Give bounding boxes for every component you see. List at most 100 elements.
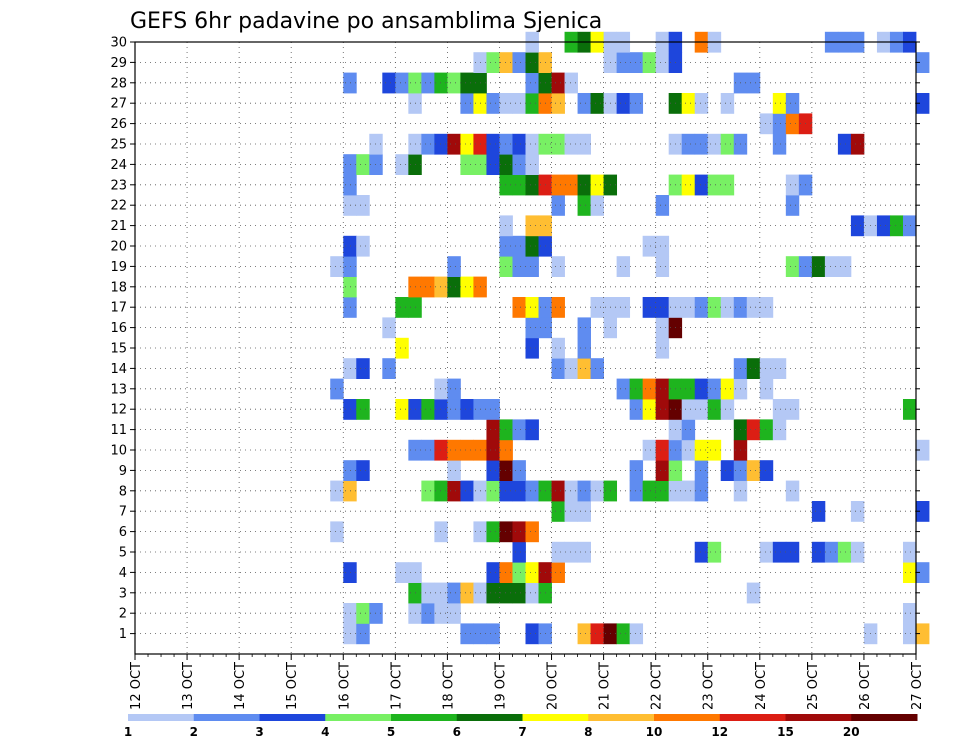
heatmap-cell [395, 562, 409, 583]
heatmap-cell [551, 480, 565, 502]
heatmap-cell [759, 541, 774, 563]
heatmap-cell [629, 399, 644, 420]
heatmap-cell [356, 154, 370, 175]
y-tick-label: 1 [119, 627, 127, 642]
y-tick-label: 19 [110, 260, 127, 275]
color-legend: 1 2 3 4 5 6 7 8 10 12 15 20 [124, 714, 918, 739]
heatmap-cell [577, 133, 591, 155]
heatmap-cell [421, 133, 435, 155]
x-tick-label: 19 OCT [493, 662, 508, 710]
heatmap-cell [916, 93, 930, 114]
heatmap-cell [642, 378, 657, 400]
heatmap-cell [759, 419, 774, 441]
heatmap-cell [811, 541, 826, 563]
heatmap-cell [655, 460, 670, 481]
legend-label: 20 [843, 725, 860, 739]
heatmap-cell [902, 603, 917, 624]
heatmap-cell [525, 297, 539, 318]
heatmap-cell [356, 195, 370, 216]
heatmap-cell [525, 256, 539, 277]
heatmap-cell [512, 521, 526, 543]
x-tick-label: 15 OCT [285, 662, 300, 710]
heatmap-cell [916, 52, 930, 73]
heatmap-cell [564, 501, 578, 522]
heatmap-cell [876, 215, 891, 237]
heatmap-cell [616, 93, 631, 114]
heatmap-cell [746, 72, 761, 94]
heatmap-cell [564, 480, 578, 502]
heatmap-cell [486, 439, 500, 461]
y-tick-label: 6 [119, 525, 127, 540]
legend-swatch [128, 714, 195, 721]
heatmap-cell [916, 439, 930, 461]
heatmap-cell [655, 256, 670, 277]
heatmap-cell [447, 603, 461, 624]
heatmap-cell [434, 378, 448, 400]
heatmap-cell [551, 297, 565, 318]
x-tick-label: 12 OCT [129, 662, 144, 710]
heatmap-cell [655, 297, 670, 318]
legend-label: 4 [321, 725, 329, 739]
heatmap-cell [655, 317, 670, 339]
heatmap-cell [694, 174, 709, 196]
heatmap-cell [694, 399, 709, 420]
heatmap-cell [902, 215, 917, 237]
heatmap-cell [447, 460, 461, 481]
heatmap-cell [811, 256, 826, 277]
heatmap-cell [551, 562, 565, 583]
heatmap-cell [564, 72, 578, 94]
heatmap-cell [772, 419, 787, 441]
heatmap-cell [616, 256, 631, 277]
heatmap-cell [512, 460, 526, 481]
heatmap-cell [395, 154, 409, 175]
heatmap-cell [460, 72, 474, 94]
heatmap-cell [343, 480, 357, 502]
heatmap-cell [486, 562, 500, 583]
heatmap-cell [382, 358, 396, 379]
heatmap-cell [343, 399, 357, 420]
heatmap-cell [772, 93, 787, 114]
heatmap-cell [655, 439, 670, 461]
legend-label: 6 [453, 725, 461, 739]
heatmap-cell [551, 358, 565, 379]
heatmap-cell [772, 358, 787, 379]
heatmap-cell [499, 256, 513, 277]
heatmap-cell [499, 562, 513, 583]
heatmap-cell [343, 297, 357, 318]
heatmap-cell [512, 174, 526, 196]
heatmap-cell [694, 541, 709, 563]
heatmap-cell [629, 52, 644, 73]
y-tick-label: 25 [110, 138, 127, 153]
heatmap-cell [681, 133, 696, 155]
heatmap-cell [460, 93, 474, 114]
heatmap-cell [486, 460, 500, 481]
heatmap-cell [382, 317, 396, 339]
heatmap-cell [720, 460, 735, 481]
heatmap-cell [343, 276, 357, 298]
x-tick-label: 25 OCT [806, 662, 821, 710]
heatmap-cell [629, 460, 644, 481]
y-tick-label: 30 [110, 36, 127, 51]
heatmap-cell [707, 297, 722, 318]
legend-label: 8 [584, 725, 592, 739]
heatmap-cell [759, 113, 774, 135]
heatmap-cell [850, 215, 865, 237]
heatmap-cell [590, 195, 604, 216]
heatmap-cell [512, 419, 526, 441]
heatmap-cell [499, 215, 513, 237]
heatmap-cell [551, 256, 565, 277]
heatmap-cell [434, 603, 448, 624]
heatmap-cell [694, 480, 709, 502]
heatmap-cell [447, 133, 461, 155]
heatmap-cell [642, 480, 657, 502]
heatmap-cell [434, 521, 448, 543]
heatmap-cell [447, 378, 461, 400]
heatmap-cell [486, 52, 500, 73]
heatmap-cell [447, 439, 461, 461]
heatmap-cell [486, 133, 500, 155]
heatmap-cell [681, 399, 696, 420]
heatmap-cell [772, 133, 787, 155]
heatmap-cell [577, 480, 591, 502]
heatmap-cell [395, 72, 409, 94]
